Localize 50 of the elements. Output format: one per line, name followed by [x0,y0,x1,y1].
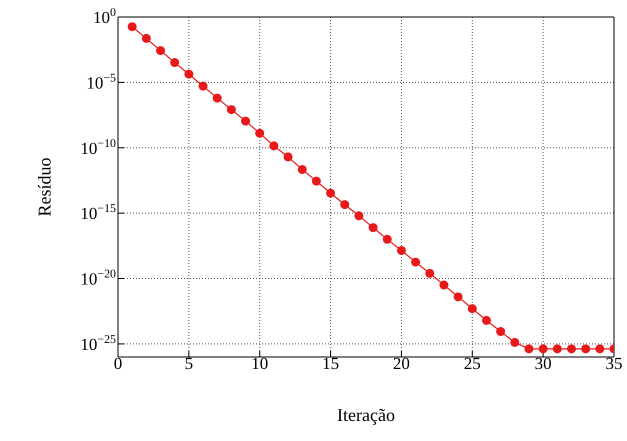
point [312,176,321,186]
point [184,70,194,79]
point [142,34,151,43]
point [226,105,236,114]
point [510,338,520,347]
point [552,344,562,354]
y-tick-label: 10$^{−5}$ [86,70,116,92]
point [454,292,463,302]
x-tick-label: 20 [392,354,410,373]
point [170,58,180,68]
y-tick-label: 10$^{−10}$ [80,136,116,158]
point [298,164,307,174]
x-tick-label: 5 [184,354,194,373]
y-tick-label: 10$^{0}$ [93,5,116,27]
point [284,152,293,162]
point [439,280,448,290]
point [496,327,506,336]
x-tick-label: 35 [606,354,622,373]
y-tick-label: 10$^{−15}$ [80,201,116,224]
x-tick-label: 15 [322,354,340,373]
y-axis-title: Resíduo [34,157,54,217]
x-tick-label: 30 [534,354,552,373]
x-axis-title: Iteração [337,405,395,425]
x-tick-label: 25 [464,354,481,373]
point [595,344,604,354]
point [524,344,534,354]
point [269,141,278,150]
point [425,268,434,278]
point [368,223,378,232]
point [566,344,576,354]
point [255,128,264,138]
y-tick-label: 10$^{−25}$ [80,332,116,354]
point [482,316,491,325]
point [538,344,548,354]
y-tick-label: 10$^{−20}$ [80,266,116,289]
point [396,246,406,255]
point [198,82,208,91]
point [326,188,336,198]
point [156,46,166,56]
point [411,258,420,267]
x-tick-label: 10 [251,354,268,373]
point [128,22,137,32]
x-tick-label: 0 [114,354,122,373]
point [340,200,350,210]
point [241,116,250,126]
point [212,94,222,103]
point [382,234,392,244]
point [354,211,364,220]
point [468,304,477,314]
point [581,344,590,354]
